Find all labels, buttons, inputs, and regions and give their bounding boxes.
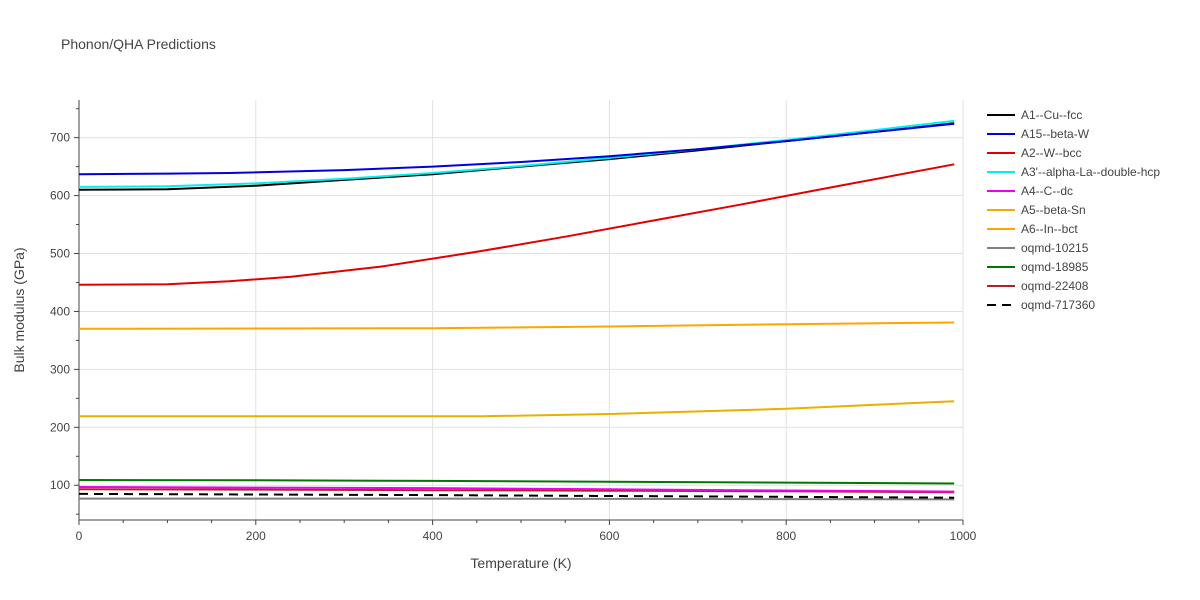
legend-label: A3'--alpha-La--double-hcp (1021, 165, 1160, 179)
legend-label: A1--Cu--fcc (1021, 108, 1082, 122)
legend-label: A5--beta-Sn (1021, 203, 1086, 217)
series-line-a1-cu-fcc (78, 122, 955, 191)
x-tick-label: 0 (76, 529, 83, 543)
series-line-a15-beta-w (78, 122, 955, 176)
legend-label: oqmd-10215 (1021, 241, 1089, 255)
x-tick-label: 1000 (950, 529, 977, 543)
x-tick-label: 600 (599, 529, 619, 543)
plot-area (78, 119, 955, 501)
legend-label: oqmd-717360 (1021, 298, 1095, 312)
y-tick-label: 300 (50, 362, 70, 376)
axes: 0 200 400 600 800 1000 100 200 300 400 500 600 700 (50, 100, 977, 543)
series-line-oqmd-10215 (79, 497, 955, 501)
x-axis-label: Temperature (K) (470, 555, 571, 571)
series-line-a5-beta-sn (79, 400, 955, 418)
y-tick-label: 700 (50, 131, 70, 145)
x-tick-label: 400 (423, 529, 443, 543)
x-tick-label: 200 (246, 529, 266, 543)
legend-label: oqmd-18985 (1021, 260, 1089, 274)
legend-label: oqmd-22408 (1021, 279, 1089, 293)
x-tick-label: 800 (776, 529, 796, 543)
legend: A1--Cu--fcc A15--beta-W A2--W--bcc A3'--alp… (987, 108, 1160, 312)
legend-label: A6--In--bct (1021, 222, 1078, 236)
y-tick-label: 600 (50, 189, 70, 203)
series-line-a2-w-bcc (78, 163, 955, 286)
legend-label: A2--W--bcc (1021, 146, 1081, 160)
series-line-a3-alpha-la-double-hcp (78, 119, 955, 188)
legend-label: A4--C--dc (1021, 184, 1073, 198)
series-line-oqmd-18985 (78, 479, 955, 485)
y-tick-label: 100 (50, 478, 70, 492)
chart-title: Phonon/QHA Predictions (61, 36, 216, 52)
legend-label: A15--beta-W (1021, 127, 1090, 141)
y-tick-label: 200 (50, 420, 70, 434)
series-line-a4-c-dc (78, 486, 955, 493)
series-line-a6-in-bct (78, 321, 955, 330)
y-tick-label: 400 (50, 304, 70, 318)
y-tick-label: 500 (50, 247, 70, 261)
series-line-oqmd-717360 (78, 492, 955, 499)
y-axis-label: Bulk modulus (GPa) (11, 247, 27, 372)
